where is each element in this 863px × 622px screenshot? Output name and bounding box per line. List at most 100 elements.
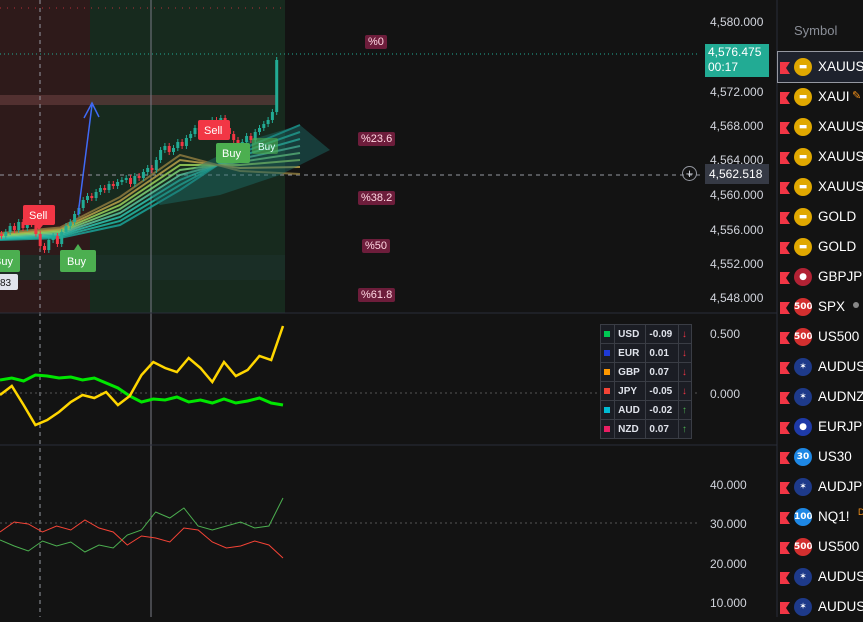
fib-level-61-8: %61.8 xyxy=(358,288,396,302)
rsi-line-green xyxy=(0,497,284,553)
watchlist-item[interactable]: ✶ AUDUSD xyxy=(778,562,863,592)
support-zone xyxy=(0,255,285,280)
watchlist-item[interactable]: ▬ XAUUSD xyxy=(778,112,863,142)
currency-strength-table: USD -0.09 ↓ EUR 0.01 ↓ GBP 0.07 ↓ JPY -0.05 ↓ AUD -0.… xyxy=(599,324,693,439)
edit-pencil-icon[interactable]: ✎ xyxy=(852,90,862,102)
watchlist-item[interactable]: ● EURJPY xyxy=(778,412,863,442)
watchlist-item[interactable]: ✶ AUDUSD xyxy=(778,352,863,382)
slow-oscillator-line xyxy=(0,373,284,407)
ma-ribbon xyxy=(0,124,330,241)
currency-value: 0.01 xyxy=(645,343,679,363)
au-us-flag-icon: ✶ xyxy=(794,568,812,586)
currency-swatch-cell xyxy=(599,400,616,420)
watchlist-item[interactable]: 500 SPX xyxy=(778,292,863,322)
oscillator-axis[interactable]: 0.500 0.000 xyxy=(710,327,740,401)
flag-marker-icon[interactable] xyxy=(780,391,790,404)
projection-arrow xyxy=(77,101,100,216)
buy-signal-3-label: Buy xyxy=(222,148,241,160)
watchlist-item[interactable]: ▬ XAUUSD xyxy=(777,51,863,83)
last-price-value: 4,576.475 xyxy=(708,45,762,59)
flag-marker-icon[interactable] xyxy=(780,181,790,194)
status-dot-icon xyxy=(853,302,859,308)
flag-marker-icon[interactable] xyxy=(780,271,790,284)
axis-tick-label: 30.000 xyxy=(710,517,747,531)
watchlist-item[interactable]: 500 US500 xyxy=(778,532,863,562)
flag-marker-icon[interactable] xyxy=(780,361,790,374)
flag-marker-icon[interactable] xyxy=(780,541,790,554)
watchlist-symbol: SPX xyxy=(818,299,846,314)
watchlist-symbol: AUDUSD xyxy=(818,569,863,584)
au-nz-flag-icon: ✶ xyxy=(794,388,812,406)
watchlist-symbol: AUDUSD xyxy=(818,359,863,374)
watchlist-item[interactable]: ▬ XAUI ✎ xyxy=(778,82,863,112)
sell-signal-2-label: Sell xyxy=(204,125,222,137)
flag-marker-icon[interactable] xyxy=(780,301,790,314)
value-tag-label: 83 xyxy=(0,278,12,289)
add-alert-plus-icon[interactable]: + xyxy=(682,166,697,181)
watchlist-item[interactable]: ● GBPJPY xyxy=(778,262,863,292)
crosshair-price-badge: 4,562.518 xyxy=(705,164,769,184)
symbol-column-header[interactable]: Symbol xyxy=(794,23,838,38)
ribbon-cloud xyxy=(150,125,330,205)
currency-code: EUR xyxy=(614,343,647,363)
currency-value: -0.02 xyxy=(645,400,679,420)
axis-tick-label: 0.500 xyxy=(710,327,740,341)
watchlist-header[interactable]: Symbol xyxy=(778,14,863,50)
watchlist-symbol: XAUI xyxy=(818,89,850,104)
au-us-flag-icon: ✶ xyxy=(794,358,812,376)
gold-bar-icon: ▬ xyxy=(794,88,812,106)
watchlist-symbol: XAUUSD xyxy=(818,149,863,164)
axis-tick-label: 4,572.000 xyxy=(710,85,764,99)
watchlist-item[interactable]: 30 US30 xyxy=(778,442,863,472)
flag-marker-icon[interactable] xyxy=(780,421,790,434)
watchlist-item[interactable]: ▬ XAUUSD xyxy=(778,172,863,202)
fib-level-0: %0 xyxy=(365,35,387,49)
arrow-up-icon: ↑ xyxy=(677,419,693,439)
watchlist-item[interactable]: ✶ AUDUSD xyxy=(778,592,863,622)
watchlist-item[interactable]: ✶ AUDNZD xyxy=(778,382,863,412)
flag-marker-icon[interactable] xyxy=(780,241,790,254)
buy-signal-1-label: Buy xyxy=(67,256,86,268)
currency-code: USD xyxy=(614,324,647,344)
flag-marker-icon[interactable] xyxy=(780,511,790,524)
ribbon-line xyxy=(0,153,301,234)
dow-30-icon: 30 xyxy=(794,448,812,466)
arrow-up-icon: ↑ xyxy=(677,400,693,420)
flag-marker-icon[interactable] xyxy=(780,571,790,584)
currency-row: AUD -0.02 ↑ xyxy=(599,400,693,420)
watchlist-item[interactable]: ▬ GOLD xyxy=(778,202,863,232)
flag-marker-icon[interactable] xyxy=(780,451,790,464)
flag-marker-icon[interactable] xyxy=(780,121,790,134)
watchlist-symbol: GOLD xyxy=(818,209,857,224)
watchlist-item[interactable]: 500 US500 xyxy=(778,322,863,352)
rsi-line-red xyxy=(0,519,284,559)
flag-marker-icon[interactable] xyxy=(780,481,790,494)
watchlist-symbol: AUDUSD xyxy=(818,599,863,614)
sell-signal-2: Sell xyxy=(198,120,230,140)
currency-row: EUR 0.01 ↓ xyxy=(599,343,693,363)
axis-tick-label: 0.000 xyxy=(710,387,740,401)
watchlist-item[interactable]: ▬ GOLD xyxy=(778,232,863,262)
buy-signal-4: Buy xyxy=(252,138,278,154)
flag-marker-icon[interactable] xyxy=(780,331,790,344)
watchlist-item[interactable]: ✶ AUDJPY xyxy=(778,472,863,502)
au-jp-flag-icon: ✶ xyxy=(794,478,812,496)
flag-marker-icon[interactable] xyxy=(780,91,790,104)
watchlist-item[interactable]: ▬ XAUUSD xyxy=(778,142,863,172)
price-axis[interactable]: 4,580.0004,576.0004,572.0004,568.0004,56… xyxy=(710,15,764,305)
last-price-badge: 4,576.475 00:17 xyxy=(705,44,769,77)
gold-bar-icon: ▬ xyxy=(794,178,812,196)
watchlist-item[interactable]: 100 NQ1! D xyxy=(778,502,863,532)
bar-countdown: 00:17 xyxy=(708,60,739,74)
flag-marker-icon[interactable] xyxy=(780,211,790,224)
flag-marker-icon[interactable] xyxy=(780,601,790,614)
sp500-icon: 500 xyxy=(794,298,812,316)
gb-jp-flag-icon: ● xyxy=(794,268,812,286)
gold-bar-icon: ▬ xyxy=(794,58,812,76)
delayed-data-badge: D xyxy=(858,507,863,517)
rsi-axis[interactable]: 40.000 30.000 20.000 10.000 xyxy=(710,478,747,610)
axis-tick-label: 10.000 xyxy=(710,596,747,610)
flag-marker-icon[interactable] xyxy=(780,151,790,164)
flag-marker-icon[interactable] xyxy=(780,61,790,74)
